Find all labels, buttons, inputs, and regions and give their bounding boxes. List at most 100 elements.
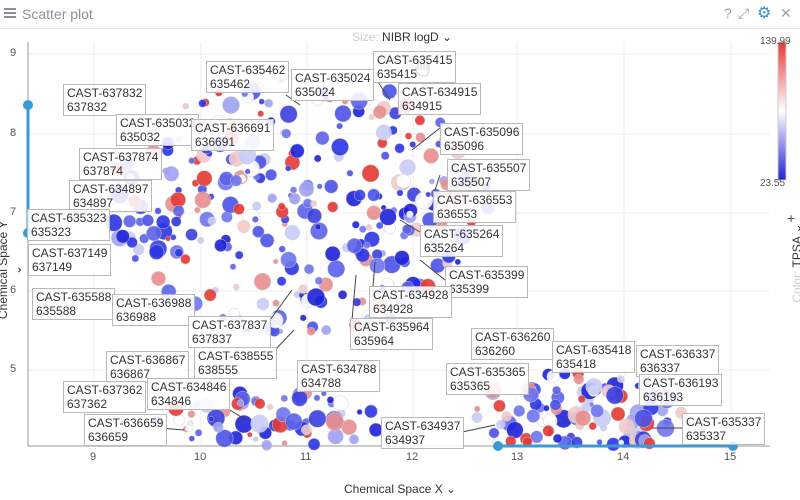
data-point[interactable] bbox=[471, 412, 483, 423]
data-point[interactable] bbox=[356, 408, 363, 416]
data-point[interactable] bbox=[552, 385, 562, 395]
point-label[interactable]: CAST-635507 635507 bbox=[447, 159, 531, 191]
y-axis-selector[interactable]: Chemical Space Y ⌄ bbox=[0, 220, 24, 320]
data-point[interactable] bbox=[530, 430, 544, 444]
data-point[interactable] bbox=[185, 228, 198, 241]
point-label[interactable]: CAST-635462 635462 bbox=[206, 61, 290, 93]
color-selector[interactable]: Color: TPSA ⌄ bbox=[790, 218, 800, 308]
data-point[interactable] bbox=[180, 254, 191, 265]
data-point[interactable] bbox=[237, 219, 251, 234]
data-point[interactable] bbox=[272, 299, 280, 307]
data-point[interactable] bbox=[208, 415, 215, 423]
data-point[interactable] bbox=[366, 205, 382, 221]
data-point[interactable] bbox=[331, 138, 349, 156]
data-point[interactable] bbox=[348, 434, 360, 445]
data-point[interactable] bbox=[234, 414, 254, 434]
data-point[interactable] bbox=[229, 263, 237, 270]
data-point[interactable] bbox=[301, 424, 312, 436]
point-label[interactable]: CAST-636193 636193 bbox=[639, 374, 723, 406]
data-point[interactable] bbox=[306, 327, 316, 336]
data-point[interactable] bbox=[284, 224, 301, 241]
data-point[interactable] bbox=[380, 151, 390, 161]
data-point[interactable] bbox=[506, 421, 524, 439]
data-point[interactable] bbox=[215, 429, 234, 448]
data-point[interactable] bbox=[131, 254, 140, 263]
data-point[interactable] bbox=[207, 216, 217, 226]
data-point[interactable] bbox=[146, 225, 162, 242]
data-point[interactable] bbox=[307, 438, 321, 451]
data-point[interactable] bbox=[367, 188, 381, 202]
data-point[interactable] bbox=[170, 216, 182, 227]
data-point[interactable] bbox=[151, 271, 166, 286]
data-point[interactable] bbox=[234, 250, 244, 260]
data-point[interactable] bbox=[172, 205, 185, 217]
add-icon[interactable]: + bbox=[787, 210, 796, 226]
data-point[interactable] bbox=[488, 427, 500, 439]
data-point[interactable] bbox=[198, 99, 207, 108]
data-point[interactable] bbox=[634, 409, 653, 428]
data-point[interactable] bbox=[310, 200, 317, 208]
data-point[interactable] bbox=[351, 220, 360, 229]
data-point[interactable] bbox=[188, 435, 195, 442]
data-point[interactable] bbox=[324, 179, 339, 194]
data-point[interactable] bbox=[123, 214, 137, 228]
data-point[interactable] bbox=[474, 405, 481, 413]
color-scale-bar[interactable] bbox=[777, 41, 787, 181]
data-point[interactable] bbox=[148, 244, 165, 260]
data-point[interactable] bbox=[399, 159, 416, 176]
data-point[interactable] bbox=[256, 297, 270, 311]
data-point[interactable] bbox=[197, 237, 205, 244]
data-point[interactable] bbox=[379, 208, 397, 226]
data-point[interactable] bbox=[280, 394, 288, 403]
data-point[interactable] bbox=[194, 429, 203, 437]
data-point[interactable] bbox=[415, 132, 426, 143]
data-point[interactable] bbox=[346, 169, 354, 177]
data-point[interactable] bbox=[141, 214, 154, 227]
data-point[interactable] bbox=[306, 208, 322, 224]
point-label[interactable]: CAST-634937 634937 bbox=[381, 417, 465, 449]
data-point[interactable] bbox=[289, 186, 298, 194]
data-point[interactable] bbox=[281, 440, 288, 447]
data-point[interactable] bbox=[375, 124, 392, 141]
data-point[interactable] bbox=[214, 238, 228, 252]
point-label[interactable]: CAST-636988 636988 bbox=[112, 294, 196, 326]
data-point[interactable] bbox=[406, 210, 414, 218]
point-label[interactable]: CAST-634846 634846 bbox=[147, 378, 231, 410]
data-point[interactable] bbox=[606, 437, 621, 452]
data-point[interactable] bbox=[394, 250, 410, 266]
data-point[interactable] bbox=[264, 98, 274, 108]
data-point[interactable] bbox=[244, 168, 251, 175]
data-point[interactable] bbox=[250, 414, 269, 433]
data-point[interactable] bbox=[324, 245, 341, 262]
data-point[interactable] bbox=[542, 425, 555, 437]
point-label[interactable]: CAST-636691 636691 bbox=[191, 119, 275, 151]
data-point[interactable] bbox=[279, 105, 298, 124]
data-point[interactable] bbox=[258, 98, 265, 105]
chevron-down-icon[interactable]: ⌄ bbox=[442, 482, 457, 496]
data-point[interactable] bbox=[526, 409, 541, 423]
hamburger-menu-icon[interactable] bbox=[4, 8, 16, 18]
data-point[interactable] bbox=[588, 422, 597, 431]
data-point[interactable] bbox=[409, 141, 417, 148]
data-point[interactable] bbox=[187, 410, 196, 418]
point-label[interactable]: CAST-634915 634915 bbox=[398, 83, 482, 115]
data-point[interactable] bbox=[278, 245, 286, 253]
data-point[interactable] bbox=[365, 224, 373, 231]
data-point[interactable] bbox=[610, 406, 626, 422]
data-point[interactable] bbox=[352, 297, 362, 307]
data-point[interactable] bbox=[575, 410, 591, 427]
data-point[interactable] bbox=[493, 399, 506, 413]
data-point[interactable] bbox=[423, 148, 439, 164]
point-label[interactable]: CAST-638555 638555 bbox=[194, 347, 278, 379]
data-point[interactable] bbox=[454, 258, 462, 266]
point-label[interactable]: CAST-635365 635365 bbox=[446, 363, 530, 395]
data-point[interactable] bbox=[133, 243, 145, 256]
data-point[interactable] bbox=[513, 405, 526, 417]
data-point[interactable] bbox=[252, 201, 262, 211]
chevron-down-icon[interactable]: ⌄ bbox=[10, 264, 24, 276]
data-point[interactable] bbox=[194, 191, 212, 209]
data-point[interactable] bbox=[174, 248, 184, 258]
data-point[interactable] bbox=[552, 433, 563, 444]
data-point[interactable] bbox=[163, 166, 180, 182]
data-point[interactable] bbox=[212, 421, 224, 433]
